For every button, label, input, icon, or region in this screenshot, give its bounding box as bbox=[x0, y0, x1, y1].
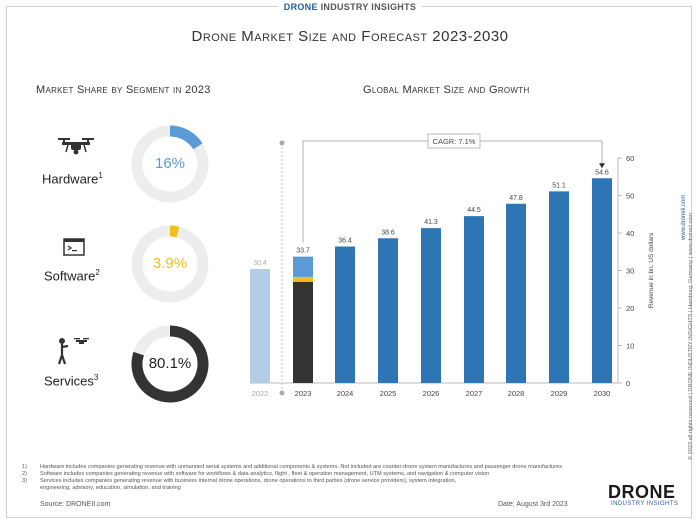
footnote-text: Software includes companies generating r… bbox=[40, 471, 490, 477]
separator-marker-bottom bbox=[279, 390, 285, 396]
y-tick-label: 0 bbox=[626, 379, 630, 388]
x-tick-label-2030: 2030 bbox=[594, 389, 611, 398]
y-tick-label: 40 bbox=[626, 229, 634, 238]
donut-value-software: 3.9% bbox=[152, 255, 188, 272]
footnote-ref: 3 bbox=[93, 373, 99, 382]
brand-header: DRONE INDUSTRY INSIGHTS bbox=[0, 2, 700, 12]
x-tick-label-2024: 2024 bbox=[337, 389, 354, 398]
vertical-link[interactable]: www.droneii.com bbox=[672, 180, 687, 240]
cagr-arrowhead bbox=[599, 163, 605, 169]
website-link[interactable]: www.droneii.com bbox=[681, 194, 687, 240]
segment-share-title: Market Share by Segment in 2023 bbox=[36, 84, 211, 96]
cagr-bracket-right bbox=[480, 140, 603, 167]
y-tick-label: 10 bbox=[626, 342, 634, 351]
bar-2023-services bbox=[293, 281, 313, 383]
y-tick-label: 60 bbox=[626, 154, 634, 163]
y-tick-label: 20 bbox=[626, 304, 634, 313]
footnote-text: Hardware includes companies generating r… bbox=[40, 464, 563, 470]
x-tick-label-2022: 2022 bbox=[252, 389, 269, 398]
donut-value-services: 80.1% bbox=[148, 355, 192, 372]
terminal-icon bbox=[63, 238, 85, 256]
footnote-text: Services includes companies generating r… bbox=[40, 478, 457, 484]
data-label-2025: 38.6 bbox=[381, 229, 395, 236]
y-tick-label: 50 bbox=[626, 192, 634, 201]
footnote-number: 2) bbox=[22, 471, 27, 477]
bar-2022 bbox=[250, 269, 270, 383]
source-note: Source: DRONEII.com bbox=[40, 501, 111, 508]
bar-2023-hardware bbox=[293, 256, 313, 277]
data-label-2026: 41.3 bbox=[424, 219, 438, 226]
segment-label-software: Software2 bbox=[44, 268, 100, 283]
data-label-2029: 51.1 bbox=[552, 182, 566, 189]
donut-value-hardware: 16% bbox=[154, 155, 186, 172]
segment-label-services: Services3 bbox=[44, 373, 98, 388]
segment-name: Software bbox=[44, 268, 96, 284]
segment-name: Hardware bbox=[42, 171, 99, 187]
data-label-2027: 44.5 bbox=[467, 207, 481, 214]
logo-industry-insights: INDUSTRY INSIGHTS bbox=[611, 501, 679, 507]
bar-2028 bbox=[506, 203, 526, 383]
x-tick-label-2025: 2025 bbox=[380, 389, 397, 398]
data-label-2023: 33.7 bbox=[296, 248, 310, 255]
separator-marker-top bbox=[279, 140, 285, 146]
data-label-2028: 47.8 bbox=[509, 195, 523, 202]
operator-icon bbox=[57, 338, 89, 365]
x-tick-label-2023: 2023 bbox=[295, 389, 312, 398]
footnote-number: 1) bbox=[22, 464, 27, 470]
x-tick-label-2028: 2028 bbox=[508, 389, 525, 398]
bar-2026 bbox=[421, 228, 441, 383]
y-tick-label: 30 bbox=[626, 267, 634, 276]
date-note: Date: August 3rd 2023 bbox=[498, 501, 568, 508]
segment-label-hardware: Hardware1 bbox=[42, 171, 103, 186]
bar-2024 bbox=[335, 246, 355, 383]
data-label-2030: 54.6 bbox=[595, 169, 609, 176]
footnote-ref: 1 bbox=[98, 171, 103, 180]
footnote-number: 3) bbox=[22, 478, 27, 484]
cagr-bracket-left bbox=[302, 140, 428, 243]
x-tick-label-2026: 2026 bbox=[423, 389, 440, 398]
x-tick-label-2029: 2029 bbox=[551, 389, 568, 398]
main-title: Drone Market Size and Forecast 2023-2030 bbox=[191, 28, 509, 45]
donut-arc-software bbox=[169, 225, 180, 238]
copyright-text: © 2023 all rights reserved | DRONE INDUS… bbox=[688, 212, 694, 460]
footnote-ref: 2 bbox=[95, 268, 100, 277]
brand-part-drone: DRONE bbox=[283, 2, 318, 12]
bar-2029 bbox=[549, 191, 569, 383]
data-label-2024: 36.4 bbox=[338, 238, 352, 245]
donut-arc-hardware bbox=[169, 125, 203, 150]
drone-icon bbox=[58, 138, 94, 155]
donut-arc-services bbox=[131, 325, 209, 403]
brand-part-insights: INDUSTRY INSIGHTS bbox=[317, 2, 417, 12]
data-label-2022: 30.4 bbox=[253, 260, 267, 267]
bar-2023-software bbox=[293, 276, 313, 282]
bar-2027 bbox=[464, 216, 484, 383]
bar-2030 bbox=[592, 178, 612, 383]
market-size-title: Global Market Size and Growth bbox=[363, 84, 530, 96]
cagr-label: CAGR: 7.1% bbox=[433, 137, 476, 146]
bar-2025 bbox=[378, 238, 398, 383]
footnote-text: engineering, advisory, education, simula… bbox=[40, 485, 181, 491]
logo-drone: DRONE bbox=[608, 482, 676, 502]
cagr-box bbox=[427, 133, 481, 149]
segment-name: Services bbox=[44, 373, 94, 389]
y-axis-title: Revenue in bn. US dollars bbox=[648, 232, 655, 308]
x-tick-label-2027: 2027 bbox=[466, 389, 483, 398]
